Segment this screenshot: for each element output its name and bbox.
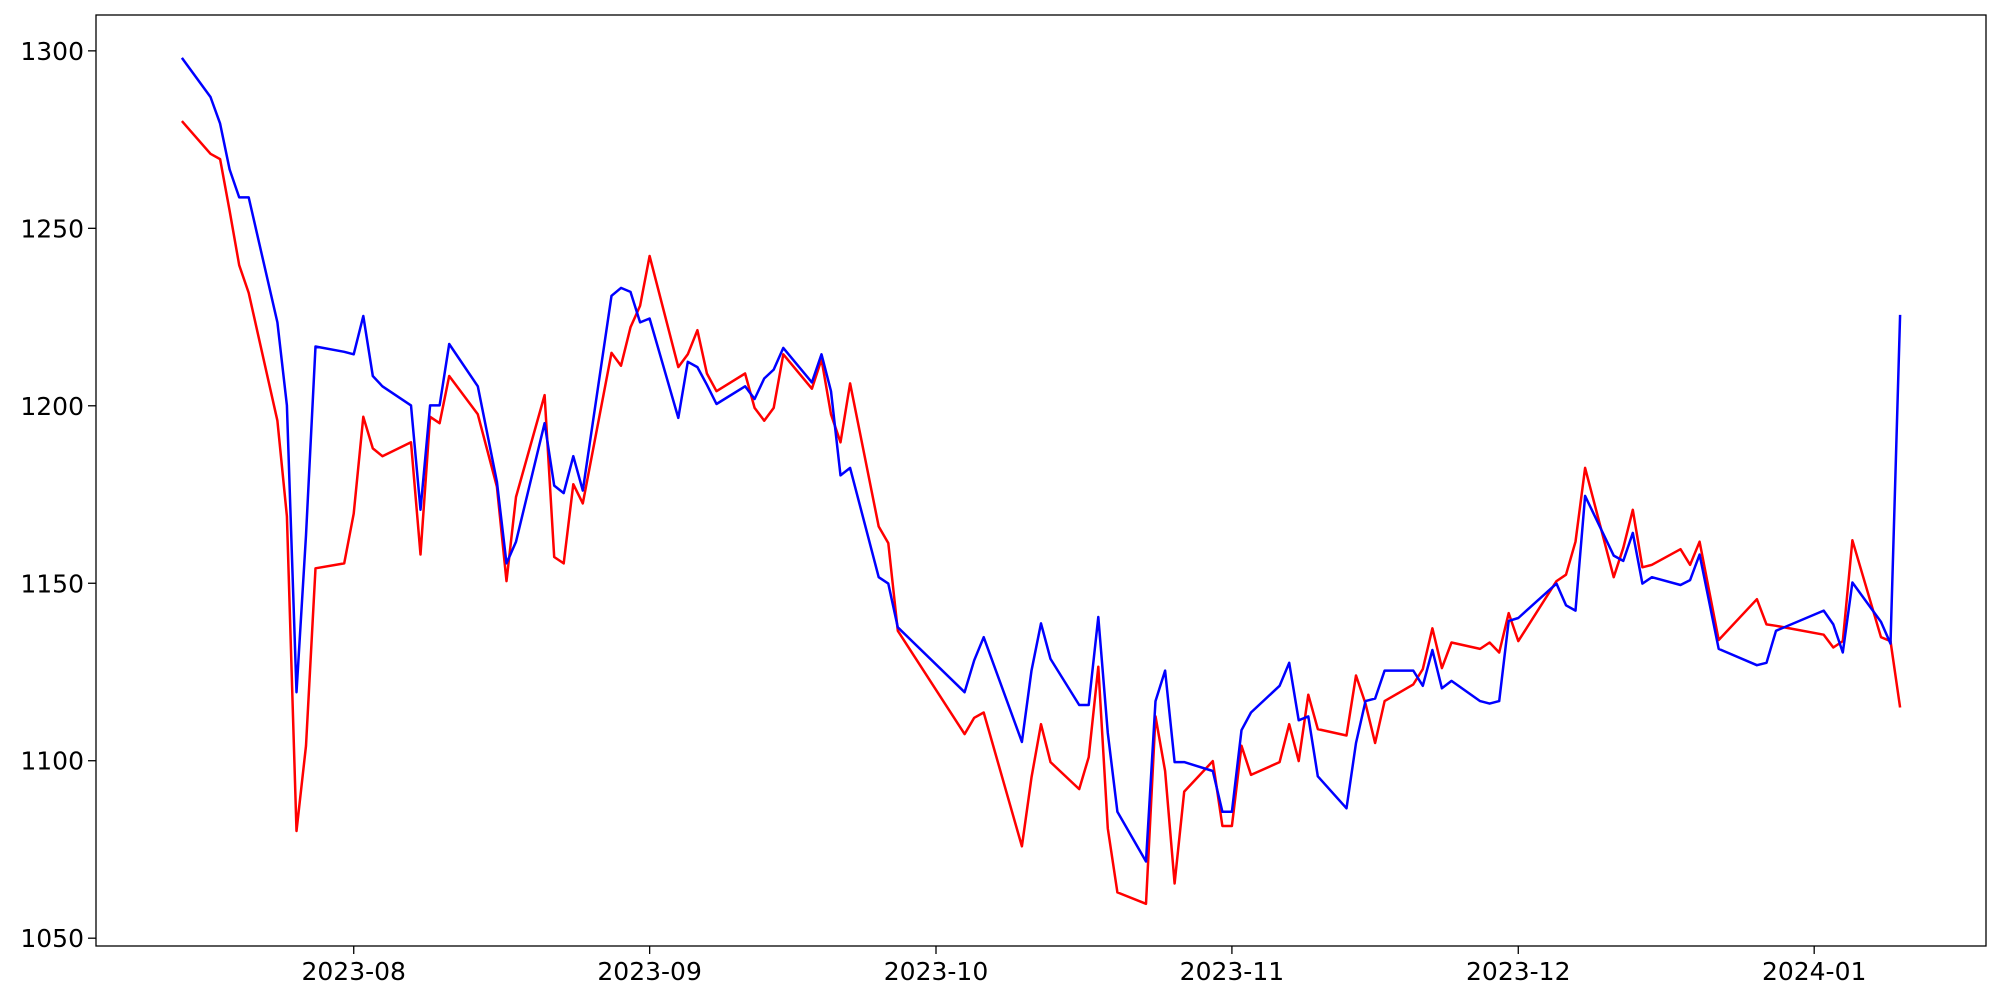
y-tick-label: 1200: [20, 392, 84, 421]
x-tick-label: 2023-10: [884, 957, 988, 986]
y-tick-label: 1250: [20, 214, 84, 243]
y-tick-label: 1150: [20, 569, 84, 598]
x-tick-label: 2023-11: [1180, 957, 1284, 986]
series-line: [180, 57, 1902, 863]
y-tick-label: 1100: [20, 747, 84, 776]
plot-frame: [95, 14, 1987, 947]
x-tick-label: 2024-01: [1762, 957, 1866, 986]
y-tick-label: 1050: [20, 924, 84, 953]
x-tick-label: 2023-08: [301, 957, 405, 986]
y-tick-label: 1300: [20, 37, 84, 66]
series-line: [180, 120, 1902, 906]
x-tick-label: 2023-09: [597, 957, 701, 986]
x-tick-label: 2023-12: [1466, 957, 1570, 986]
